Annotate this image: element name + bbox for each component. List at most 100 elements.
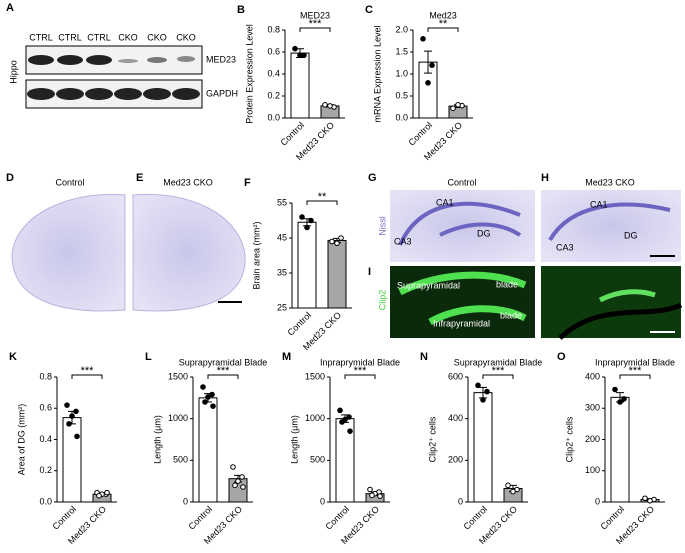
- data-point: [510, 488, 516, 495]
- region: Infrapyramidal: [433, 318, 490, 328]
- data-point: [104, 489, 110, 496]
- data-point: [202, 399, 208, 405]
- x-tick-label: Control: [279, 120, 307, 148]
- y-axis-label: Length (μm): [289, 415, 299, 464]
- sig-bracket: [299, 27, 331, 32]
- y-tick-label: 0.8: [39, 371, 52, 381]
- y-tick-label: 0: [458, 496, 463, 506]
- sig-bracket: [427, 27, 459, 32]
- y-tick-label: 55: [277, 197, 287, 207]
- bar: [198, 397, 218, 503]
- significance: ***: [81, 365, 95, 377]
- region: CA3: [556, 242, 574, 252]
- sig-bracket: [344, 374, 376, 379]
- y-tick-label: 0.0: [39, 496, 52, 506]
- data-point: [327, 103, 333, 109]
- x-tick-label: Control: [51, 504, 79, 532]
- brain-image: [132, 193, 246, 312]
- data-point: [69, 413, 75, 419]
- chart-title: Suprapyramidal Blade: [454, 357, 543, 367]
- region: blade: [500, 310, 522, 320]
- data-point: [200, 384, 206, 390]
- data-point: [66, 421, 72, 427]
- panel-letter: D: [6, 172, 14, 184]
- data-point: [308, 217, 314, 224]
- data-point: [612, 386, 618, 393]
- y-tick-label: 45: [277, 232, 287, 242]
- data-point: [334, 240, 340, 247]
- y-tick-label: 0.8: [267, 24, 280, 34]
- y-axis-label: Clip2⁺ cells: [564, 416, 574, 462]
- y-axis-label: Clip2⁺ cells: [427, 416, 437, 462]
- bands: [27, 55, 200, 100]
- data-point: [338, 235, 344, 241]
- bar: [327, 239, 347, 309]
- ca-layer: [548, 202, 671, 242]
- y-tick-label: 0.0: [267, 112, 280, 122]
- data-point: [377, 493, 383, 499]
- x-tick-label: Control: [187, 504, 215, 532]
- data-point: [420, 36, 426, 42]
- clip2-image: [541, 266, 681, 338]
- data-point: [621, 396, 627, 402]
- bar: [297, 221, 317, 309]
- x-tick-label: Control: [462, 504, 490, 532]
- data-point: [239, 474, 245, 480]
- y-tick-label: 500: [173, 455, 188, 465]
- data-point: [209, 391, 215, 398]
- infra-blade: [428, 305, 527, 326]
- error-bar: [424, 50, 432, 74]
- significance: ***: [309, 18, 323, 30]
- panel-letter: I: [368, 266, 371, 278]
- chart-title: Suprapyramidal Blade: [179, 357, 268, 367]
- data-point: [297, 52, 303, 59]
- x-tick-label: Control: [599, 504, 627, 532]
- y-tick-label: 0: [320, 496, 325, 506]
- y-tick-label: 0: [183, 496, 188, 506]
- data-point: [232, 482, 238, 489]
- panel-letter: G: [368, 172, 377, 184]
- data-point: [240, 484, 246, 490]
- y-tick-label: 200: [585, 434, 600, 444]
- y-tick-label: 1500: [305, 371, 325, 381]
- sig-bracket: [71, 374, 103, 379]
- bar: [62, 417, 82, 503]
- y-tick-label: 0.6: [267, 46, 280, 56]
- bar: [473, 392, 493, 503]
- region: blade: [496, 279, 518, 289]
- sig-bracket: [619, 374, 651, 379]
- panel-letter: L: [145, 351, 152, 363]
- chart-title: Inpraprymidal Blade: [595, 357, 675, 367]
- y-tick-label: 0.6: [39, 403, 52, 413]
- y-tick-label: 2.0: [395, 24, 408, 34]
- data-point: [329, 238, 335, 245]
- y-tick-label: 400: [448, 413, 463, 423]
- data-point: [304, 224, 310, 231]
- y-axis-label: Length (μm): [152, 415, 162, 464]
- data-point: [322, 102, 328, 108]
- data-point: [64, 402, 70, 408]
- y-axis-label: Brain area (mm²): [251, 221, 261, 289]
- significance: **: [318, 191, 327, 203]
- y-tick-label: 1.5: [395, 46, 408, 56]
- y-tick-label: 0: [595, 496, 600, 506]
- sig-bracket: [207, 374, 239, 379]
- data-point: [429, 62, 435, 68]
- panel-letter: K: [9, 351, 17, 363]
- stain-label: Clip2: [377, 290, 387, 311]
- y-tick-label: 200: [448, 455, 463, 465]
- stain-label: Nissl: [377, 216, 387, 236]
- region: DG: [477, 228, 491, 238]
- bar: [610, 396, 630, 503]
- y-tick-label: 0.4: [267, 68, 280, 78]
- y-tick-label: 500: [310, 455, 325, 465]
- data-point: [617, 399, 623, 405]
- bar: [290, 52, 310, 119]
- data-point: [73, 408, 79, 415]
- blade: [598, 289, 656, 303]
- chart-title: Med23: [429, 10, 457, 20]
- data-point: [299, 214, 305, 220]
- y-axis-label: Protein Expression Level: [244, 24, 254, 124]
- data-point: [425, 80, 431, 86]
- y-tick-label: 300: [585, 403, 600, 413]
